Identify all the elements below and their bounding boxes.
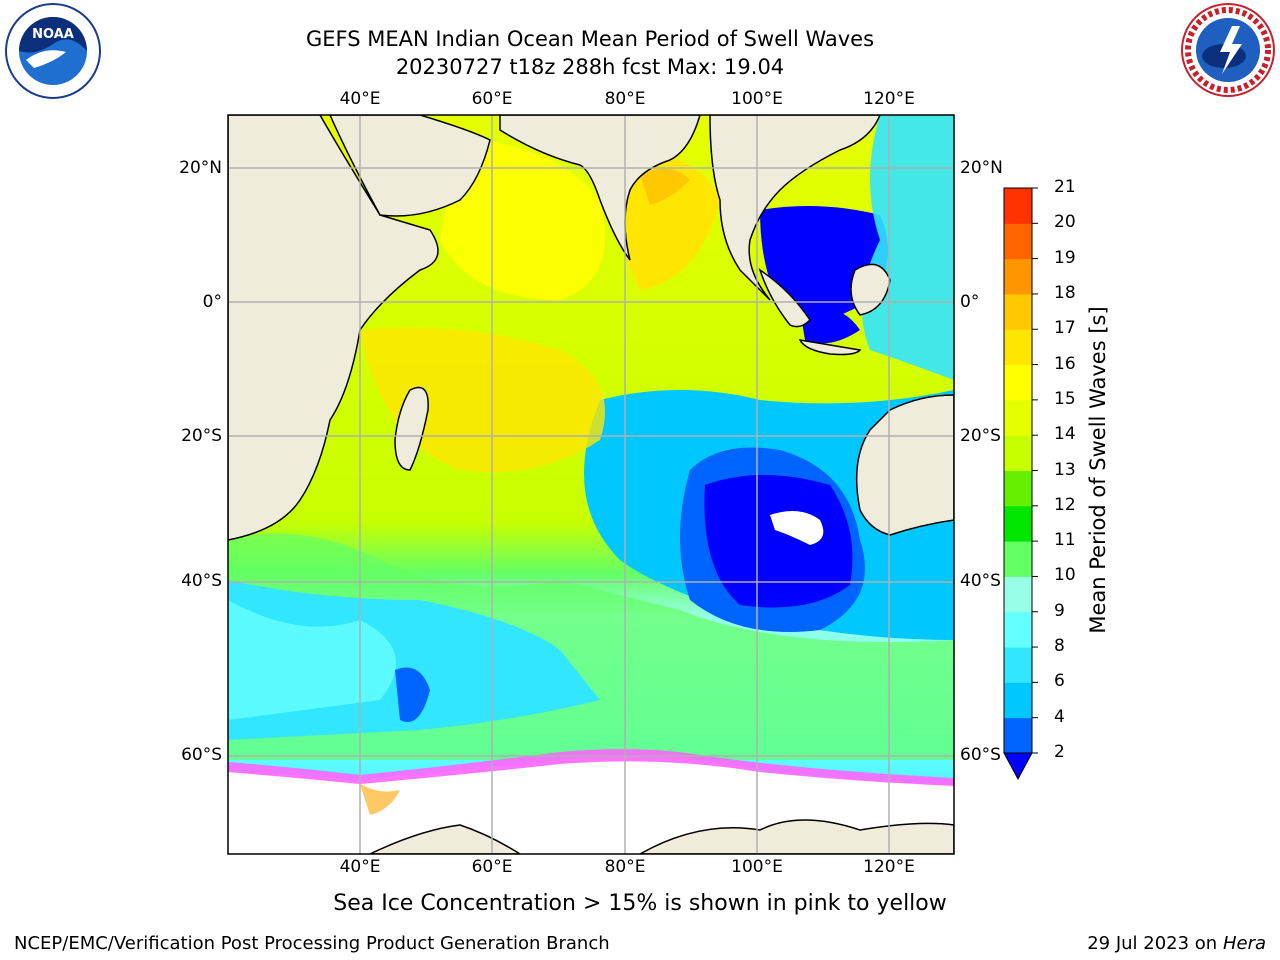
colorbar-segment (1004, 435, 1032, 471)
colorbar-segment (1004, 258, 1032, 295)
colorbar-tick-label: 6 (1054, 671, 1065, 692)
run-date-text: 29 Jul 2023 on (1087, 933, 1223, 954)
india-land (499, 115, 701, 261)
chart-subtitle: 20230727 t18z 288h fcst Max: 19.04 (395, 55, 785, 79)
colorbar-tick-label: 9 (1054, 600, 1065, 621)
colorbar-tick-label: 19 (1054, 247, 1076, 268)
colorbar-tick-label: 16 (1054, 353, 1076, 374)
lon-label-top-60e: 60°E (471, 89, 513, 109)
lat-label-left-40s: 40°S (181, 571, 222, 591)
graticule (228, 115, 954, 854)
lat-label-right-60s: 60°S (960, 745, 1001, 765)
colorbar-tick-label: 20 (1054, 212, 1076, 233)
lat-label-right-20s: 20°S (960, 426, 1001, 446)
lon-label-bottom-60e: 60°E (471, 857, 513, 877)
lon-label-top-100e: 100°E (731, 89, 783, 109)
lon-label-top-120e: 120°E (863, 89, 915, 109)
colorbar-underflow-arrow (1003, 752, 1033, 781)
map-frame (227, 114, 955, 855)
colorbar-tick-label: 4 (1054, 706, 1065, 727)
madagascar-land (394, 386, 429, 471)
lon-label-bottom-120e: 120°E (863, 857, 915, 877)
colorbar-segment (1004, 293, 1032, 330)
noaa-logo: NOAA (4, 2, 102, 100)
colorbar-tick-label: 21 (1054, 177, 1076, 197)
antarctica-land (369, 824, 522, 854)
colorbar-label: Mean Period of Swell Waves [s] (1086, 306, 1110, 634)
colorbar-segment (1004, 647, 1032, 683)
sea-ice-note: Sea Ice Concentration > 15% is shown in … (333, 891, 947, 916)
lon-label-bottom-100e: 100°E (731, 857, 783, 877)
lat-label-left-20s: 20°S (181, 426, 222, 446)
lat-label-right-20n: 20°N (960, 158, 1003, 178)
colorbar-tick-label: 12 (1054, 494, 1076, 515)
colorbar-tick-label: 8 (1054, 636, 1065, 657)
colorbar-tick-label: 15 (1054, 388, 1076, 409)
colorbar-segment (1004, 364, 1032, 401)
colorbar-tick-label: 2 (1054, 742, 1065, 762)
chart-title: GEFS MEAN Indian Ocean Mean Period of Sw… (305, 27, 875, 51)
colorbar-segment (1004, 717, 1032, 754)
colorbar-segment (1004, 682, 1032, 719)
colorbar-tick-label: 11 (1054, 530, 1076, 551)
run-date: 29 Jul 2023 on Hera (1087, 933, 1266, 954)
colorbar-segment (1004, 541, 1032, 577)
colorbar-segment (1004, 188, 1032, 224)
nws-logo (1180, 2, 1276, 98)
lat-label-left-60s: 60°S (181, 745, 222, 765)
colorbar-tick-label: 18 (1054, 282, 1076, 303)
producer-credit: NCEP/EMC/Verification Post Processing Pr… (14, 933, 610, 954)
australia-land (855, 394, 954, 536)
lon-label-bottom-40e: 40°E (339, 857, 381, 877)
colorbar-tick-label: 14 (1054, 424, 1076, 445)
colorbar-segment (1004, 399, 1032, 436)
lat-label-left-20n: 20°N (179, 158, 222, 178)
lon-label-top-80e: 80°E (604, 89, 646, 109)
colorbar-segment (1004, 576, 1032, 613)
colorbar-tick-label: 13 (1054, 459, 1076, 480)
lat-label-right-40s: 40°S (960, 571, 1001, 591)
colorbar-tick-label: 17 (1054, 318, 1076, 339)
svg-text:NOAA: NOAA (32, 27, 74, 42)
colorbar-tick-label: 10 (1054, 565, 1076, 586)
colorbar-segment (1004, 329, 1032, 366)
lat-label-right-0: 0° (960, 292, 980, 312)
colorbar-segment (1004, 470, 1032, 507)
lat-label-left-0: 0° (202, 292, 222, 312)
lon-label-top-40e: 40°E (339, 89, 381, 109)
run-machine: Hera (1222, 933, 1266, 954)
colorbar (1003, 187, 1038, 781)
colorbar-segment (1004, 505, 1032, 542)
southeast-asia-land (709, 115, 881, 301)
colorbar-segment (1004, 611, 1032, 648)
colorbar-segment (1004, 223, 1032, 260)
lon-label-bottom-80e: 80°E (604, 857, 646, 877)
